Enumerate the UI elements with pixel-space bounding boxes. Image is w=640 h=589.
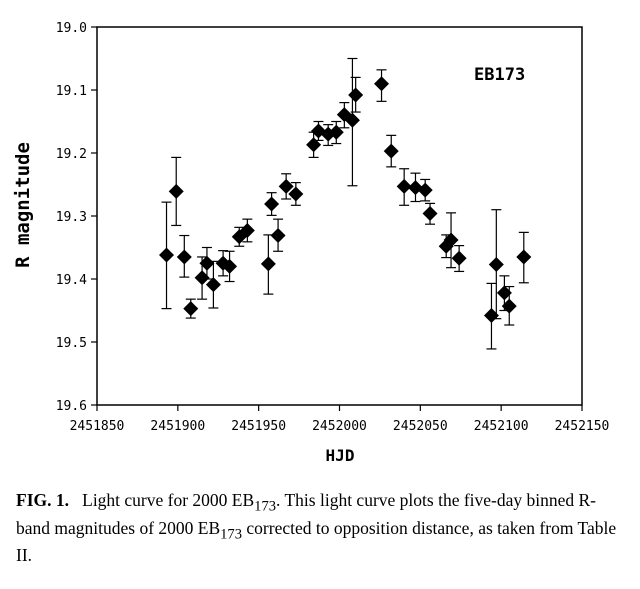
caption-text-3: corrected to opposition distance, as tak… <box>16 517 617 566</box>
data-point-19 <box>328 120 344 145</box>
data-point-5 <box>199 246 215 280</box>
x-tick-label-3: 2452000 <box>312 419 367 434</box>
diamond-marker <box>501 298 517 314</box>
data-point-2 <box>176 234 192 278</box>
data-point-24 <box>383 134 399 168</box>
y-tick-label-4: 19.4 <box>56 273 87 288</box>
x-tick-label-4: 2452050 <box>393 419 448 434</box>
diamond-marker <box>222 258 238 274</box>
figure-label: FIG. 1. <box>16 490 69 510</box>
y-axis-ticks: 19.0 19.1 19.2 19.3 19.4 19.5 19.6 <box>56 21 97 414</box>
diamond-marker <box>288 186 304 202</box>
caption-text-1: Light curve for 2000 EB <box>82 490 255 510</box>
y-tick-label-3: 19.3 <box>56 210 87 225</box>
x-tick-label-2: 2451950 <box>231 419 286 434</box>
data-point-12 <box>264 192 280 216</box>
x-tick-label-1: 2451900 <box>150 419 205 434</box>
caption-subscript-2: 173 <box>220 526 243 542</box>
y-tick-label-2: 19.2 <box>56 147 87 162</box>
data-point-35 <box>501 285 517 326</box>
data-point-3 <box>183 298 199 319</box>
diamond-marker <box>328 124 344 140</box>
diamond-marker <box>183 301 199 317</box>
diamond-marker <box>270 228 286 244</box>
diamond-marker <box>264 196 280 212</box>
x-tick-label-5: 2452100 <box>474 419 529 434</box>
data-point-8 <box>222 250 238 283</box>
y-tick-label-5: 19.5 <box>56 336 87 351</box>
x-axis-label: HJD <box>326 446 355 465</box>
data-point-36 <box>516 231 532 284</box>
diamond-marker <box>205 277 221 293</box>
data-point-10 <box>239 218 255 243</box>
data-point-13 <box>270 218 286 252</box>
data-point-14 <box>278 173 294 200</box>
diamond-marker <box>396 178 412 194</box>
data-point-22 <box>348 76 364 113</box>
y-axis-label: R magnitude <box>12 142 34 268</box>
figure-caption: FIG. 1. Light curve for 2000 EB173. This… <box>16 490 628 566</box>
data-point-28 <box>422 202 438 225</box>
y-tick-label-6: 19.6 <box>56 399 87 414</box>
y-tick-label-0: 19.0 <box>56 21 87 36</box>
diamond-marker <box>159 247 175 263</box>
data-point-16 <box>306 131 322 159</box>
data-point-31 <box>451 245 467 273</box>
diamond-marker <box>374 76 390 92</box>
diamond-marker <box>176 249 192 265</box>
x-tick-label-0: 2451850 <box>70 419 125 434</box>
data-point-15 <box>288 182 304 206</box>
plot-area <box>96 26 583 406</box>
diamond-marker <box>168 183 184 199</box>
data-point-33 <box>488 209 504 320</box>
diamond-marker <box>516 249 532 265</box>
caption-text-2: . This light curve plots the five-day bi… <box>16 490 597 538</box>
diamond-marker <box>451 250 467 266</box>
x-axis-ticks: 2451850 2451900 2451950 2452000 2452050 24521… <box>70 405 610 434</box>
object-label: EB173 <box>474 65 525 85</box>
data-point-6 <box>205 260 221 309</box>
diamond-marker <box>306 137 322 153</box>
data-point-27 <box>417 178 433 202</box>
diamond-marker <box>239 222 255 238</box>
diamond-marker <box>488 257 504 273</box>
data-point-32 <box>483 282 499 350</box>
diamond-marker <box>443 232 459 248</box>
y-tick-label-1: 19.1 <box>56 84 87 99</box>
data-point-23 <box>374 69 390 102</box>
light-curve-chart: 19.019.119.219.319.419.519.6 2451850 2451… <box>12 21 610 465</box>
diamond-marker <box>194 270 210 286</box>
diamond-marker <box>348 87 364 103</box>
data-point-1 <box>168 156 184 227</box>
diamond-marker <box>422 205 438 221</box>
x-tick-label-6: 2452150 <box>555 419 610 434</box>
diamond-marker <box>344 112 360 128</box>
diamond-marker <box>278 178 294 194</box>
diamond-marker <box>199 255 215 271</box>
data-point-30 <box>443 212 459 269</box>
diamond-marker <box>383 143 399 159</box>
caption-subscript-1: 173 <box>254 498 277 515</box>
data-point-11 <box>260 234 276 295</box>
data-points <box>159 57 532 350</box>
data-point-0 <box>159 201 175 310</box>
data-point-25 <box>396 168 412 206</box>
diamond-marker <box>417 182 433 198</box>
diamond-marker <box>260 256 276 272</box>
diamond-marker <box>496 285 512 301</box>
data-point-21 <box>344 57 360 187</box>
